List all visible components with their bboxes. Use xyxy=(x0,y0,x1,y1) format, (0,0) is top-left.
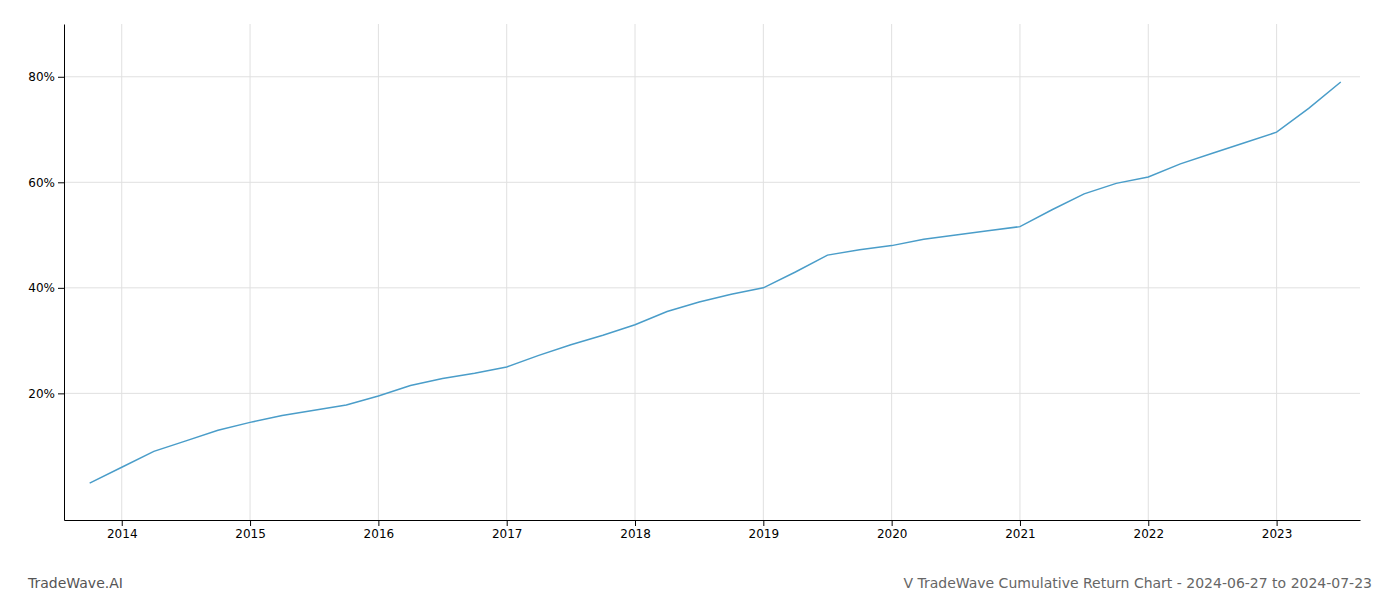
x-tick-mark xyxy=(1148,520,1149,526)
x-tick-mark xyxy=(1277,520,1278,526)
grid-line-x xyxy=(506,24,507,520)
y-axis: 20% 40% 60% 80% xyxy=(28,25,64,521)
grid-line-x xyxy=(891,24,892,520)
grid-line-x xyxy=(378,24,379,520)
x-tick: 2014 xyxy=(107,520,138,541)
x-tick-label: 2020 xyxy=(877,527,908,541)
y-tick: 40% xyxy=(28,281,64,295)
x-tick-label: 2016 xyxy=(364,527,395,541)
x-tick: 2023 xyxy=(1262,520,1293,541)
y-tick-mark xyxy=(58,77,64,78)
x-tick-mark xyxy=(892,520,893,526)
watermark: TradeWave.AI xyxy=(27,575,123,591)
y-tick-mark xyxy=(58,182,64,183)
x-tick-label: 2014 xyxy=(107,527,138,541)
grid-line-y xyxy=(64,76,1360,77)
y-tick: 80% xyxy=(28,70,64,84)
x-tick-mark xyxy=(763,520,764,526)
line xyxy=(90,82,1341,483)
grid-line-x xyxy=(121,24,122,520)
x-tick: 2020 xyxy=(877,520,908,541)
x-tick: 2016 xyxy=(364,520,395,541)
y-tick: 20% xyxy=(28,387,64,401)
x-tick: 2019 xyxy=(749,520,780,541)
y-tick-label: 60% xyxy=(28,176,55,190)
y-tick-label: 40% xyxy=(28,281,55,295)
x-axis-line xyxy=(65,520,1361,521)
x-tick-mark xyxy=(378,520,379,526)
y-tick-mark xyxy=(58,393,64,394)
title: V TradeWave Cumulative Return Chart - 20… xyxy=(903,575,1372,591)
grid-line-x xyxy=(1148,24,1149,520)
x-tick-label: 2019 xyxy=(749,527,780,541)
x-tick: 2021 xyxy=(1005,520,1036,541)
x-tick: 2017 xyxy=(492,520,523,541)
y-tick: 60% xyxy=(28,176,64,190)
x-tick-label: 2023 xyxy=(1262,527,1293,541)
grid xyxy=(64,24,1360,520)
grid-line-x xyxy=(250,24,251,520)
x-tick-mark xyxy=(122,520,123,526)
x-tick-mark xyxy=(250,520,251,526)
y-axis-line xyxy=(64,25,65,521)
x-tick-label: 2018 xyxy=(620,527,651,541)
chart-container: 2014 2015 2016 2017 2018 2019 2020 2021 2022 2023… xyxy=(0,0,1400,600)
x-tick-label: 2022 xyxy=(1134,527,1165,541)
grid-line-y xyxy=(64,287,1360,288)
marks xyxy=(90,82,1341,483)
x-tick: 2022 xyxy=(1134,520,1165,541)
x-tick-mark xyxy=(1020,520,1021,526)
y-tick-mark xyxy=(58,288,64,289)
grid-line-x xyxy=(763,24,764,520)
x-tick-label: 2021 xyxy=(1005,527,1036,541)
grid-line-x xyxy=(635,24,636,520)
x-tick-label: 2017 xyxy=(492,527,523,541)
grid-line-y xyxy=(64,393,1360,394)
y-tick-label: 80% xyxy=(28,70,55,84)
x-tick: 2015 xyxy=(235,520,266,541)
grid-line-x xyxy=(1019,24,1020,520)
x-tick-mark xyxy=(507,520,508,526)
chart-svg: 2014 2015 2016 2017 2018 2019 2020 2021 2022 2023… xyxy=(0,0,1400,600)
grid-line-y xyxy=(64,182,1360,183)
plot-area: 2014 2015 2016 2017 2018 2019 2020 2021 2022 2023… xyxy=(28,24,1360,541)
x-tick-mark xyxy=(635,520,636,526)
y-tick-label: 20% xyxy=(28,387,55,401)
x-tick: 2018 xyxy=(620,520,651,541)
grid-line-x xyxy=(1276,24,1277,520)
x-tick-label: 2015 xyxy=(235,527,266,541)
x-axis: 2014 2015 2016 2017 2018 2019 2020 2021 2022 2023 xyxy=(65,520,1361,541)
